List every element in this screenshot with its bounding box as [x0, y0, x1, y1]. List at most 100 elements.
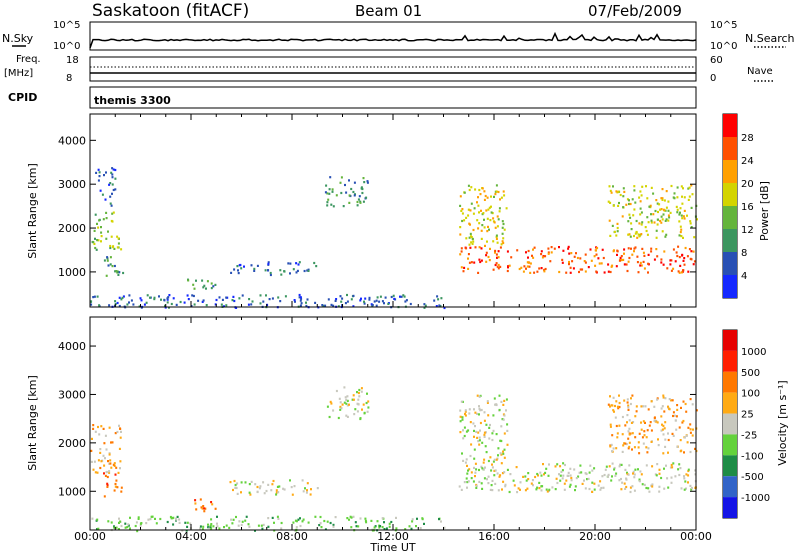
colorbar-tick-label: 500: [741, 368, 760, 379]
colorbar-tick-label: 24: [741, 156, 754, 167]
search-label: N.Search: [745, 32, 795, 45]
velocity-region: [90, 424, 122, 474]
sky-label: N.Sky: [2, 32, 34, 45]
freq-tick-high: 18: [66, 55, 79, 66]
x-tick-label: 08:00: [276, 530, 308, 543]
power-region: [459, 184, 508, 247]
colorbar-segment: [723, 275, 737, 298]
nave-label: Nave: [747, 66, 773, 77]
power-region: [95, 167, 117, 207]
colorbar-tick-label: -25: [741, 430, 757, 441]
colorbar-segment: [723, 350, 737, 372]
velocity-region: [229, 479, 319, 496]
colorbar-tick-label: 4: [741, 271, 747, 282]
colorbar-tick-label: 1000: [741, 347, 766, 358]
freq-label-1: Freq.: [16, 54, 41, 65]
power-ytick-label: 2000: [58, 222, 86, 235]
colorbar-segment: [723, 252, 737, 275]
colorbar-segment: [723, 330, 737, 351]
velocity-ytick-label: 4000: [58, 340, 86, 353]
x-tick-label: 12:00: [377, 530, 409, 543]
power-heatmap: [90, 167, 698, 310]
colorbar-tick-label: 28: [741, 133, 754, 144]
power-region: [103, 256, 125, 277]
power-region: [91, 211, 123, 251]
power-ylabel: Slant Range [km]: [26, 163, 39, 259]
velocity-colorbar: 1000 500 100 25 -25 -100 -500 -1000: [723, 330, 770, 518]
velocity-frame: [89, 316, 697, 531]
x-tick-label: 16:00: [478, 530, 510, 543]
power-region: [187, 278, 217, 290]
date-title: 07/Feb/2009: [588, 2, 682, 20]
x-tick-label: 00:00: [680, 530, 712, 543]
x-tick-label: 20:00: [579, 530, 611, 543]
velocity-region: [458, 462, 697, 494]
search-tick-low: 10^0: [710, 41, 737, 52]
x-axis-title: Time UT: [369, 541, 415, 554]
velocity-axis-ticks: 1000 2000 3000 4000: [58, 317, 697, 530]
power-region: [607, 184, 698, 239]
colorbar-tick-label: -100: [741, 451, 764, 462]
velocity-region: [326, 386, 370, 421]
colorbar-segment: [723, 413, 737, 435]
colorbar-segment: [723, 206, 737, 229]
velocity-region: [91, 515, 446, 533]
nave-tick-high: 60: [710, 55, 723, 66]
colorbar-segment: [723, 455, 737, 477]
colorbar-segment: [723, 137, 737, 160]
colorbar-tick-label: 100: [741, 389, 760, 400]
velocity-heatmap: [90, 386, 698, 533]
velocity-colorbar-label: Velocity [m s⁻¹]: [776, 380, 789, 465]
colorbar-segment: [723, 392, 737, 414]
power-axis-ticks: 1000 2000 3000 4000: [58, 114, 697, 307]
power-colorbar: 28 24 20 16 12 8 4: [723, 114, 754, 298]
colorbar-segment: [723, 497, 737, 518]
colorbar-tick-label: -500: [741, 472, 764, 483]
power-frame: [89, 113, 697, 308]
search-tick-high: 10^5: [710, 20, 737, 31]
colorbar-segment: [723, 476, 737, 498]
power-ytick-label: 3000: [58, 178, 86, 191]
cpid-label: CPID: [8, 91, 37, 104]
colorbar-segment: [723, 160, 737, 183]
colorbar-segment: [723, 183, 737, 206]
colorbar-segment: [723, 371, 737, 393]
power-ytick-label: 1000: [58, 266, 86, 279]
beam-title: Beam 01: [355, 2, 422, 20]
nave-tick-low: 0: [710, 73, 716, 84]
velocity-ytick-label: 1000: [58, 485, 86, 498]
power-region: [230, 261, 318, 277]
noise-panel: [89, 21, 697, 51]
x-tick-label: 00:00: [74, 530, 106, 543]
freq-label-2: [MHz]: [4, 68, 33, 79]
velocity-ytick-label: 2000: [58, 437, 86, 450]
freq-tick-low: 8: [66, 73, 72, 84]
colorbar-tick-label: 12: [741, 225, 754, 236]
colorbar-segment: [723, 434, 737, 456]
velocity-region: [103, 472, 123, 498]
colorbar-tick-label: 8: [741, 248, 747, 259]
cpid-panel: [89, 86, 697, 109]
power-ytick-label: 4000: [58, 134, 86, 147]
sky-tick-high: 10^5: [53, 20, 80, 31]
sky-noise-trace: [89, 31, 697, 49]
power-colorbar-label: Power [dB]: [758, 181, 771, 241]
cpid-value: themis 3300: [94, 94, 171, 107]
sky-tick-low: 10^0: [53, 41, 80, 52]
velocity-ylabel: Slant Range [km]: [26, 375, 39, 471]
colorbar-segment: [723, 229, 737, 252]
x-tick-label: 04:00: [175, 530, 207, 543]
colorbar-tick-label: 20: [741, 179, 754, 190]
power-region: [459, 245, 696, 274]
velocity-ytick-label: 3000: [58, 388, 86, 401]
colorbar-tick-label: 25: [741, 410, 754, 421]
colorbar-tick-label: -1000: [741, 493, 770, 504]
x-axis-labels: 00:00 04:00 08:00 12:00 16:00 20:00 00:00: [74, 530, 712, 543]
freq-panel: [89, 56, 697, 82]
velocity-region: [607, 394, 698, 455]
station-title: Saskatoon (fitACF): [92, 1, 249, 21]
colorbar-tick-label: 16: [741, 202, 754, 213]
velocity-region: [459, 394, 509, 465]
colorbar-segment: [723, 114, 737, 137]
